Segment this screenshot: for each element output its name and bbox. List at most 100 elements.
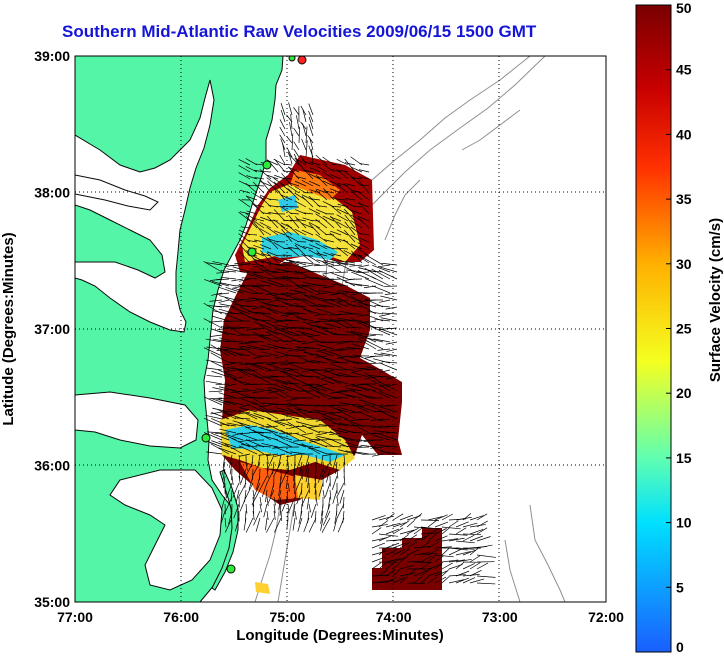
- velocity-arrow: [277, 489, 282, 504]
- velocity-arrow: [363, 432, 377, 435]
- velocity-arrow: [222, 461, 226, 475]
- velocity-arrow: [210, 411, 223, 415]
- velocity-arrow: [316, 259, 335, 266]
- velocity-arrow: [245, 503, 248, 514]
- velocity-arrow: [344, 183, 356, 187]
- velocity-arrow: [296, 115, 300, 130]
- velocity-arrow: [262, 171, 272, 173]
- velocity-arrow: [296, 408, 314, 413]
- velocity-arrow: [252, 429, 272, 441]
- velocity-arrow: [286, 411, 300, 414]
- velocity-arrow: [251, 306, 265, 310]
- velocity-arrow: [276, 297, 293, 301]
- velocity-arrow: [267, 363, 286, 371]
- velocity-arrow: [302, 217, 314, 222]
- velocity-arrow: [301, 297, 321, 308]
- velocity-arrow: [329, 180, 342, 187]
- velocity-arrow: [294, 295, 314, 308]
- velocity-arrow: [358, 355, 377, 364]
- velocity-arrow: [229, 461, 233, 475]
- velocity-arrow: [359, 184, 370, 187]
- velocity-arrow: [329, 438, 349, 448]
- velocity-arrow: [343, 250, 356, 257]
- velocity-arrow: [316, 383, 328, 387]
- velocity-arrow: [267, 279, 286, 287]
- velocity-arrow: [294, 228, 307, 236]
- velocity-arrow: [233, 503, 240, 519]
- velocity-arrow: [270, 482, 275, 497]
- velocity-arrow: [247, 345, 265, 350]
- velocity-arrow: [325, 367, 342, 371]
- velocity-arrow: [238, 461, 241, 472]
- velocity-arrow: [278, 482, 282, 496]
- velocity-arrow: [302, 293, 321, 301]
- velocity-arrow: [301, 284, 321, 294]
- velocity-arrow: [321, 517, 331, 533]
- velocity-arrow: [212, 310, 230, 315]
- velocity-arrow: [282, 177, 293, 180]
- velocity-arrow: [311, 276, 328, 280]
- velocity-arrow: [234, 417, 251, 420]
- velocity-arrow: [281, 496, 289, 512]
- velocity-arrow: [235, 489, 240, 504]
- velocity-arrow: [287, 461, 289, 472]
- velocity-arrow: [294, 407, 314, 420]
- velocity-arrow: [336, 290, 356, 301]
- velocity-arrow: [273, 446, 293, 455]
- velocity-arrow: [226, 268, 244, 273]
- velocity-arrow: [314, 355, 328, 358]
- velocity-arrow: [318, 431, 335, 434]
- velocity-arrow: [469, 528, 484, 535]
- velocity-arrow: [322, 188, 335, 201]
- velocity-arrow: [427, 555, 436, 563]
- velocity-arrow: [220, 423, 237, 427]
- velocity-arrow: [290, 451, 307, 455]
- velocity-arrow: [369, 355, 384, 357]
- velocity-arrow: [238, 468, 241, 479]
- velocity-arrow: [309, 439, 328, 448]
- velocity-arrow: [282, 276, 300, 280]
- velocity-arrow: [288, 453, 300, 457]
- velocity-arrow: [218, 392, 237, 399]
- velocity-arrow: [336, 214, 349, 222]
- velocity-arrow: [217, 409, 237, 420]
- velocity-arrow: [333, 362, 349, 364]
- velocity-arrow: [374, 318, 391, 322]
- velocity-arrow: [252, 489, 255, 500]
- velocity-arrow: [266, 468, 275, 484]
- velocity-arrow: [347, 341, 363, 343]
- colorbar-tick-label: 15: [676, 450, 692, 466]
- velocity-arrow: [241, 277, 258, 280]
- velocity-arrow: [206, 262, 223, 266]
- velocity-arrow: [357, 237, 370, 243]
- velocity-arrow: [290, 276, 307, 280]
- velocity-arrow: [277, 454, 282, 469]
- velocity-arrow: [420, 562, 431, 570]
- velocity-arrow: [357, 255, 370, 264]
- velocity-arrow: [311, 325, 328, 329]
- velocity-arrow: [320, 517, 324, 531]
- velocity-arrow: [240, 262, 258, 266]
- river-channel: [75, 174, 159, 211]
- velocity-arrow: [378, 579, 395, 584]
- velocity-arrow: [216, 271, 230, 274]
- velocity-arrow: [427, 528, 440, 535]
- velocity-arrow: [273, 181, 286, 194]
- velocity-arrow: [299, 327, 314, 330]
- velocity-arrow: [385, 513, 395, 521]
- velocity-arrow: [295, 432, 314, 441]
- velocity-arrow: [301, 489, 310, 505]
- velocity-arrow: [385, 548, 398, 556]
- velocity-arrow: [246, 195, 258, 201]
- velocity-arrow: [413, 576, 423, 584]
- velocity-arrow: [329, 232, 342, 243]
- velocity-arrow: [234, 368, 251, 371]
- velocity-arrow: [322, 156, 335, 166]
- velocity-arrow: [357, 248, 370, 257]
- velocity-arrow: [308, 320, 321, 324]
- velocity-arrow: [266, 423, 286, 434]
- velocity-arrow: [224, 489, 227, 499]
- velocity-arrow: [336, 246, 349, 257]
- velocity-arrow: [209, 320, 223, 323]
- velocity-arrow: [302, 237, 314, 243]
